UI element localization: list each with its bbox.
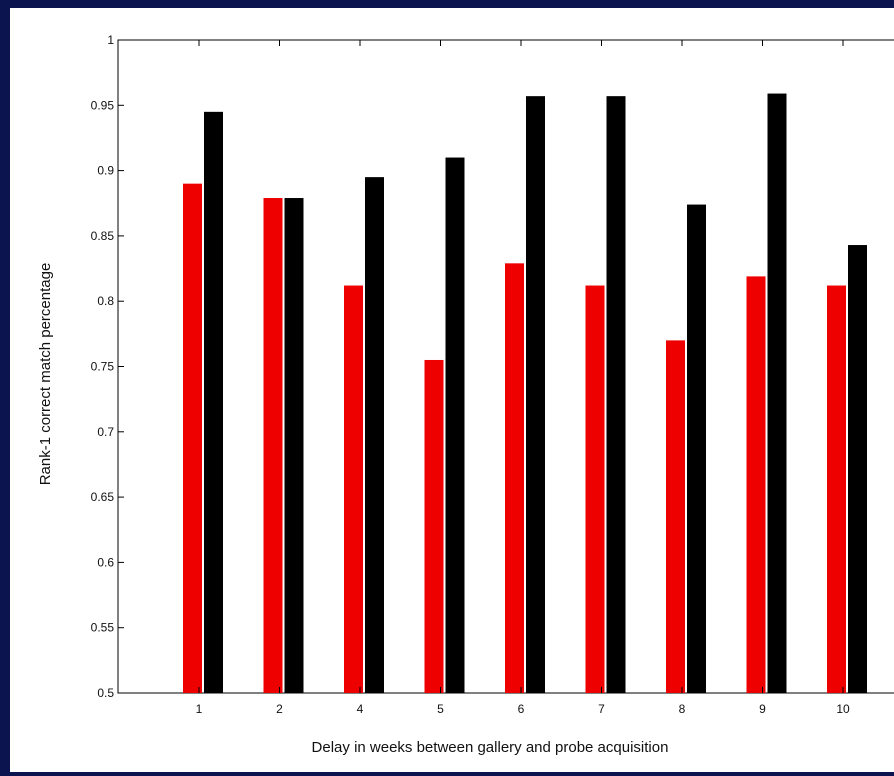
bar-series1-cat-9 [746,276,766,693]
x-axis: 1 2 4 5 6 7 8 9 10 [196,40,850,716]
y-axis: 0.5 0.55 0.6 0.65 0.7 0.75 0.8 0.85 0.9 0.95 1 [91,33,124,700]
bars-group [183,93,867,694]
bar-series2-cat-1 [204,111,223,693]
bar-series1-cat-5 [424,359,444,693]
bar-series2-cat-2 [284,198,304,693]
x-tick-label: 2 [276,702,283,716]
bar-series1-cat-2 [263,198,283,693]
bar-series2-cat-9 [767,93,787,693]
bar-chart: 0.5 0.55 0.6 0.65 0.7 0.75 0.8 0.85 0.9 0.95 1 1 2 4… [37,33,894,756]
bar-series1-cat-1 [183,183,202,693]
x-tick-label: 5 [437,702,444,716]
x-tick-label: 8 [679,702,686,716]
y-tick-label: 1 [107,33,114,47]
y-tick-label: 0.9 [97,164,114,178]
x-tick-label: 9 [759,702,766,716]
y-tick-label: 0.5 [97,686,114,700]
y-tick-label: 0.65 [91,490,115,504]
bar-series1-cat-8 [666,340,685,693]
bar-series2-cat-5 [445,157,465,694]
x-axis-title: Delay in weeks between gallery and probe… [312,739,669,756]
bar-series2-cat-6 [526,96,545,693]
y-tick-label: 0.6 [97,555,114,569]
bar-series2-cat-8 [687,204,706,693]
x-tick-label: 10 [836,702,850,716]
y-tick-label: 0.75 [91,360,115,374]
bar-series1-cat-10 [827,285,846,693]
y-tick-label: 0.55 [91,621,115,635]
x-tick-label: 7 [598,702,605,716]
bar-series2-cat-10 [848,245,867,694]
x-tick-label: 4 [357,702,364,716]
y-axis-title: Rank-1 correct match percentage [37,263,54,486]
x-tick-label: 6 [518,702,525,716]
y-tick-label: 0.8 [97,294,114,308]
bar-series1-cat-7 [585,285,605,693]
bar-series2-cat-4 [365,177,384,693]
bar-series1-cat-4 [344,285,363,693]
chart-panel: 0.5 0.55 0.6 0.65 0.7 0.75 0.8 0.85 0.9 0.95 1 1 2 4… [10,8,894,772]
y-tick-label: 0.85 [91,229,115,243]
y-tick-label: 0.95 [91,98,115,112]
x-tick-label: 1 [196,702,203,716]
bar-series2-cat-7 [606,96,626,693]
bar-series1-cat-6 [505,263,524,693]
y-tick-label: 0.7 [97,425,114,439]
